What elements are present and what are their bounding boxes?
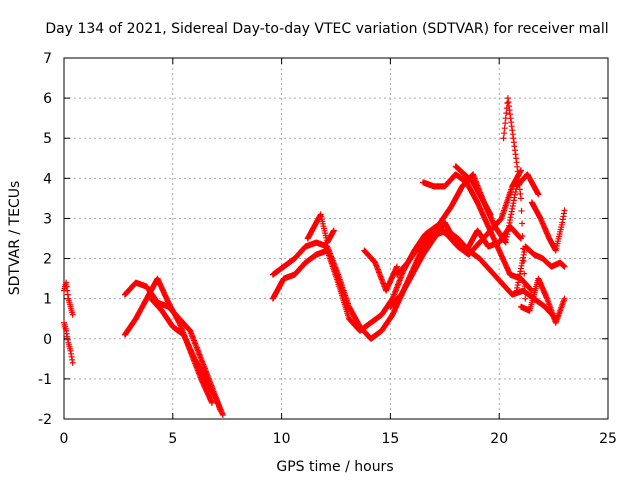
data-point [519, 220, 526, 227]
data-point [393, 263, 400, 270]
y-tick-label: 4 [43, 171, 52, 187]
data-point [521, 283, 528, 290]
plot-frame [63, 57, 609, 420]
data-point [500, 135, 507, 142]
chart-title: Day 134 of 2021, Sidereal Day-to-day VTE… [45, 21, 608, 37]
data-point [69, 359, 76, 366]
y-tick-label: 2 [43, 252, 52, 268]
y-tick-label: 3 [43, 211, 52, 227]
series-track-e [148, 295, 226, 418]
data-point [502, 120, 509, 127]
y-tick-label: 5 [43, 131, 52, 147]
data-point [504, 100, 511, 107]
data-point [501, 125, 508, 132]
y-tick-label: 0 [43, 332, 52, 348]
axis-ticks [63, 57, 609, 420]
data-point [522, 295, 529, 302]
data-point [517, 195, 524, 202]
data-point [561, 263, 568, 270]
x-tick-label: 0 [60, 431, 69, 447]
series-track-m [452, 163, 494, 218]
x-axis-label: GPS time / hours [276, 459, 393, 475]
x-tick-label: 25 [599, 431, 617, 447]
y-axis-label: SDTVAR / TECUs [7, 181, 23, 296]
y-tick-label: -1 [38, 372, 52, 388]
x-tick-label: 20 [490, 431, 508, 447]
data-point [561, 207, 568, 214]
y-tick-label: 7 [43, 51, 52, 67]
data-point [219, 411, 226, 418]
series-track-o [513, 243, 568, 294]
x-tick-label: 10 [273, 431, 291, 447]
y-tick-label: 6 [43, 91, 52, 107]
data-point [501, 130, 508, 137]
data-point [69, 311, 76, 318]
data-point [503, 110, 510, 117]
data-point [208, 399, 215, 406]
series-track-i [361, 247, 400, 294]
series-track-h [304, 211, 337, 246]
x-tick-label: 15 [381, 431, 399, 447]
series-track-q [528, 199, 568, 254]
data-point [535, 191, 542, 198]
data-points [61, 95, 568, 418]
y-tick-label: 1 [43, 292, 52, 308]
data-point [518, 207, 525, 214]
y-tick-label: -2 [38, 412, 52, 428]
axis-tick-labels: 0 5 10 15 20 25 -2 -1 0 1 2 3 4 5 6 7 [38, 51, 617, 447]
x-tick-label: 5 [168, 431, 177, 447]
data-point [487, 211, 494, 218]
series-track-b [61, 319, 76, 366]
data-point [517, 167, 524, 174]
data-point [561, 295, 568, 302]
data-point [519, 232, 526, 239]
series-track-p [517, 275, 568, 326]
series-track-n [500, 95, 529, 302]
series-track-a [61, 279, 76, 318]
data-point [330, 227, 337, 234]
